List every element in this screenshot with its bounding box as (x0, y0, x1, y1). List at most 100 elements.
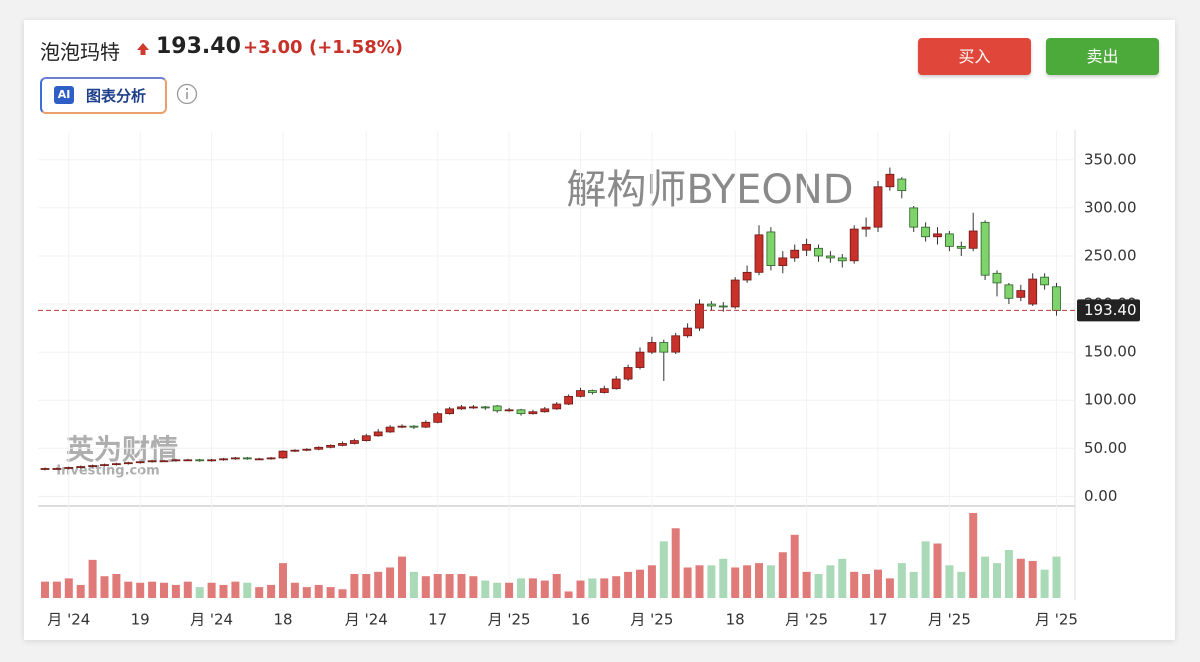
candle-body (302, 448, 312, 451)
candle-body (373, 431, 383, 437)
volume-bar (469, 576, 478, 598)
volume-bar (1016, 558, 1025, 598)
candle-body (314, 446, 324, 450)
volume-bar (636, 569, 644, 598)
candle-body (707, 303, 716, 307)
volume-bar (850, 571, 859, 598)
candle-body (540, 408, 550, 413)
volume-bar (1028, 560, 1037, 598)
volume-bar (207, 582, 216, 598)
candle-body (588, 390, 597, 393)
candle-body (183, 459, 193, 462)
watermark-author: 解构师BYEOND (566, 167, 853, 213)
candle-body (123, 462, 133, 465)
volume-bar (517, 578, 525, 598)
volume-bar (398, 556, 406, 598)
candle-body (278, 450, 288, 459)
candle-body (826, 255, 835, 259)
candle-body (837, 257, 847, 262)
volume-bar (659, 541, 668, 598)
x-tick-label: 18 (273, 611, 292, 629)
volume-bar (743, 565, 752, 598)
candle-body (718, 305, 728, 308)
candle-body (76, 466, 86, 468)
volume-bar (707, 565, 716, 598)
candle-body (564, 395, 573, 405)
candle-body (361, 435, 371, 441)
candle-body (338, 443, 347, 446)
candle-body (219, 458, 228, 461)
candle-body (254, 458, 264, 461)
ai-button[interactable]: AI 图表分析 (40, 77, 167, 114)
change-pct: (+1.58%) (309, 37, 403, 58)
volume-bar (279, 563, 287, 598)
volume-bar (41, 581, 49, 598)
volume-bar (719, 558, 728, 598)
sell-button[interactable]: 卖出 (1046, 38, 1159, 75)
candle-body (88, 465, 97, 467)
volume-bar (148, 581, 157, 598)
volume-bar (838, 558, 847, 598)
volume-bar (933, 543, 942, 598)
candle-body (849, 228, 859, 262)
volume-bar (790, 534, 799, 598)
candle-body (159, 460, 169, 463)
x-tick-label: 月 '24 (190, 611, 233, 629)
y-tick-label: 300.00 (1084, 198, 1137, 216)
volume-bar (969, 513, 978, 598)
volume-bar (314, 584, 323, 598)
candle-body (611, 378, 621, 390)
volume-bar (731, 567, 740, 598)
candle-body (100, 464, 109, 467)
candle-body (956, 245, 966, 249)
candle-body (671, 335, 681, 353)
candle-body (897, 178, 907, 192)
info-icon[interactable] (176, 83, 198, 105)
x-tick-label: 19 (131, 611, 150, 629)
volume-bar (802, 571, 811, 598)
candle-body (814, 247, 823, 257)
candle-body (742, 271, 752, 281)
candle-body (230, 457, 240, 460)
candle-body (1040, 276, 1049, 286)
volume-bar (493, 582, 502, 598)
volume-bar (874, 569, 882, 598)
candle-body (623, 367, 633, 380)
x-tick-label: 月 '25 (630, 611, 673, 629)
x-tick-label: 18 (726, 611, 745, 629)
candle-body (492, 405, 502, 412)
last-price-box (1077, 299, 1140, 322)
candle-body (861, 226, 871, 230)
volume-bar (433, 574, 442, 598)
volume-bar (160, 582, 168, 598)
volume-bar (1040, 569, 1049, 598)
buy-button[interactable]: 买入 (918, 38, 1031, 75)
volume-bar (505, 582, 514, 598)
candle-body (992, 272, 1002, 284)
x-tick-label: 月 '24 (345, 611, 388, 629)
candle-body (207, 459, 217, 462)
candle-body (968, 230, 978, 249)
volume-bar (766, 565, 775, 598)
candle-body (480, 406, 490, 409)
candle-body (242, 457, 252, 460)
volume-bar (862, 574, 871, 598)
x-tick-label: 16 (571, 611, 590, 629)
volume-bar (993, 563, 1001, 598)
volume-bar (600, 578, 609, 598)
candle-body (790, 249, 800, 259)
volume-bar (219, 584, 228, 598)
volume-bar (88, 559, 97, 598)
volume-bar (755, 563, 763, 598)
candle-body (576, 390, 585, 397)
y-tick-label: 250.00 (1084, 246, 1137, 264)
candle-body (599, 388, 609, 393)
candle-body (421, 421, 431, 428)
volume-bar (52, 581, 61, 598)
stock-name: 泡泡玛特 (40, 40, 120, 64)
x-tick-label: 17 (428, 611, 447, 629)
candle-body (933, 233, 942, 238)
volume-bar (921, 541, 930, 598)
